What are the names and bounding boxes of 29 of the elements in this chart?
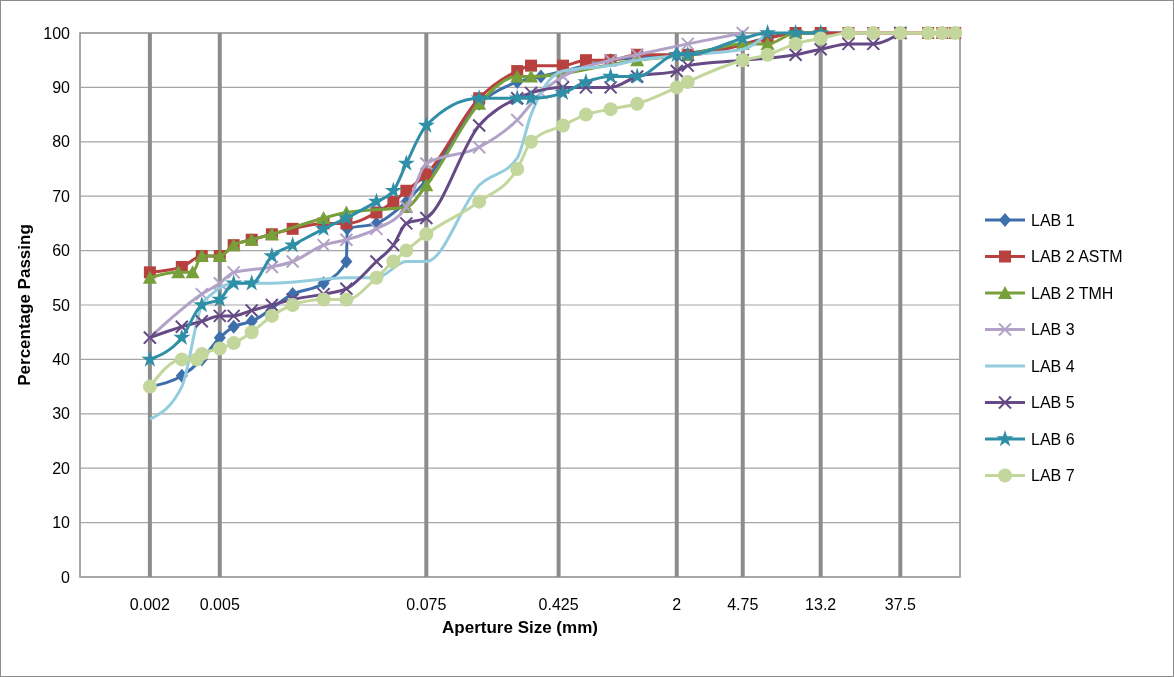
x-tick-label: 0.425 [538,596,579,613]
y-tick-label: 10 [52,514,71,532]
legend-label: LAB 1 [1031,211,1075,229]
legend-label: LAB 2 TMH [1031,284,1114,302]
x-tick-label: 2 [672,596,682,613]
y-tick-label: 50 [52,296,71,314]
x-tick-label: 0.002 [129,596,170,613]
y-tick-label: 70 [52,187,71,205]
legend-label: LAB 6 [1031,430,1075,448]
legend-label: LAB 5 [1031,394,1075,412]
y-tick-label: 0 [61,568,71,586]
legend-label: LAB 3 [1031,321,1075,339]
y-tick-label: 90 [52,79,71,96]
y-tick-label: 20 [52,459,71,477]
y-tick-label: 40 [52,351,71,368]
y-tick-label: 80 [52,133,71,151]
legend-label: LAB 4 [1031,357,1075,375]
y-tick-label: 60 [52,242,71,260]
y-tick-label: 100 [43,24,71,42]
y-tick-label: 30 [52,405,71,423]
x-tick-label: 4.75 [727,596,759,613]
x-tick-label: 0.075 [406,596,447,613]
x-axis-title: Aperture Size (mm) [442,618,598,637]
legend-label: LAB 2 ASTM [1031,248,1123,266]
y-axis-title: Percentage Passing [15,224,34,386]
x-tick-label: 37.5 [884,596,916,613]
legend-label: LAB 7 [1031,467,1075,485]
x-tick-label: 0.005 [199,596,240,613]
x-tick-label: 13.2 [805,596,837,613]
